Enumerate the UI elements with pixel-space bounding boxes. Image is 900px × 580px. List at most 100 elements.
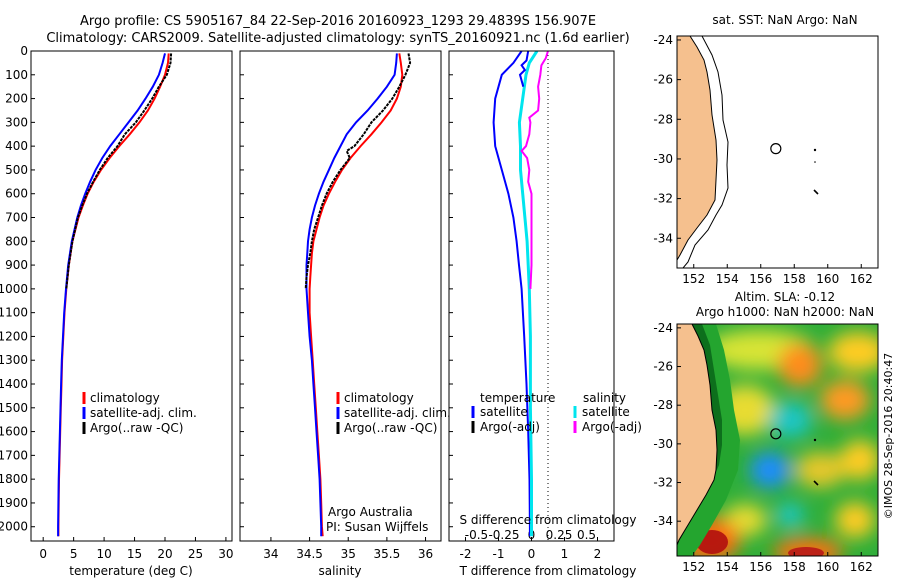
difference-panel: -2 -1 0 1 2 -0.5 -0.25 0 0.25 0.5 temperature sa…: [448, 50, 642, 578]
depth-contour: [682, 36, 729, 268]
sst-map-title: sat. SST: NaN Argo: NaN: [712, 13, 857, 27]
s-diff-satellite-line: [517, 51, 539, 537]
depth-tick-label: 1600: [0, 425, 28, 439]
salinity-x-label: salinity: [318, 564, 361, 578]
temperature-x-axis: 0 5 10 15 20 25 30: [39, 537, 234, 561]
sla-map-frame: [676, 323, 879, 557]
legend-label-satellite: satellite-adj. clim.: [344, 406, 451, 420]
lat-tick-label: -30: [653, 152, 673, 166]
lat-tick-label: -30: [653, 437, 673, 451]
s-difference-label: S difference from climatology: [460, 513, 637, 527]
island-mark: [813, 480, 819, 486]
salinity-x-axis: 34 34.5 35 35.5 36: [263, 537, 433, 561]
legend-label-argo: Argo(..raw -QC): [90, 421, 183, 435]
sla-map-subtitle: Argo h1000: NaN h2000: NaN: [696, 305, 874, 319]
lon-tick-label: 152: [682, 272, 705, 286]
credit-line-2: PI: Susan Wijffels: [326, 520, 428, 534]
lon-tick-label: 154: [716, 272, 739, 286]
sst-map-panel: sat. SST: NaN Argo: NaN 152 154 156 158 160 1…: [653, 13, 879, 286]
x-tick-label: 34.5: [296, 547, 323, 561]
legend-label-argo: Argo(..raw -QC): [344, 421, 437, 435]
x-tick-label: -2: [460, 547, 472, 561]
depth-tick-label: 0: [20, 44, 28, 58]
island-dot: [813, 438, 817, 442]
lat-tick-label: -34: [653, 231, 673, 245]
sla-map-lat-axis: -24 -26 -28 -30 -32 -34: [653, 321, 681, 528]
depth-tick-label: 500: [5, 163, 28, 177]
profile-location-marker: [770, 143, 782, 155]
lat-tick-label: -28: [653, 398, 673, 412]
legend-header-salinity: salinity: [583, 391, 626, 405]
profile-location-marker: [770, 428, 782, 440]
temperature-x-label: temperature (deg C): [69, 564, 192, 578]
lat-tick-label: -24: [653, 321, 673, 335]
sla-map-title: Altim. SLA: -0.12: [735, 290, 835, 304]
x-tick-label: 15: [127, 547, 142, 561]
legend-label-t-satellite: satellite: [480, 405, 528, 419]
x-tick-label: 2: [594, 547, 602, 561]
lat-tick-label: -32: [653, 192, 673, 206]
x-tick-label: 0: [528, 547, 536, 561]
lat-tick-label: -24: [653, 33, 673, 47]
header-line-1: Argo profile: CS 5905167_84 22-Sep-2016 …: [80, 14, 596, 29]
lat-tick-label: -34: [653, 514, 673, 528]
x-tick-label: 36: [418, 547, 433, 561]
depth-tick-label: 700: [5, 211, 28, 225]
salinity-y-ticks: [240, 50, 244, 528]
lon-tick-label: 158: [783, 272, 806, 286]
imos-timestamp: ©IMOS 28-Sep-2016 20:40:47: [882, 353, 895, 519]
sst-map-frame: [676, 35, 879, 269]
depth-tick-label: 300: [5, 115, 28, 129]
sst-map-lon-axis: 152 154 156 158 160 162: [682, 264, 873, 286]
sla-map-panel: Altim. SLA: -0.12 Argo h1000: NaN h2000:…: [653, 290, 895, 574]
depth-tick-label: 200: [5, 92, 28, 106]
lon-tick-label: 156: [749, 560, 772, 574]
temperature-frame: [30, 50, 233, 542]
credit-line-1: Argo Australia: [328, 505, 413, 519]
temperature-panel: 0100200300400500600700800900100011001200…: [0, 44, 234, 578]
legend-label-s-argo: Argo(-adj): [582, 420, 642, 434]
x-tick-label: 35: [341, 547, 356, 561]
lon-tick-label: 158: [783, 560, 806, 574]
depth-tick-label: 1000: [0, 282, 28, 296]
depth-tick-label: 900: [5, 258, 28, 272]
salinity-climatology-line: [308, 53, 404, 537]
x-tick-label: 0.25: [546, 528, 573, 542]
difference-y-ticks: [449, 50, 453, 528]
lat-tick-label: -32: [653, 476, 673, 490]
island-dot: [814, 161, 816, 163]
s-diff-argo-line: [520, 51, 549, 289]
x-tick-label: 34: [263, 547, 278, 561]
depth-axis: 0 100 200 300 400 500 600 700 800 900 1000 1100 1200…: [0, 44, 35, 534]
temperature-climatology-line: [57, 53, 170, 537]
salinity-frame: [239, 50, 442, 542]
salinity-legend: climatology satellite-adj. clim. Argo(..…: [336, 391, 451, 435]
depth-tick-label: 1400: [0, 377, 28, 391]
depth-tick-label: 1300: [0, 353, 28, 367]
depth-tick-label: 1100: [0, 306, 28, 320]
salinity-argo-line: [304, 53, 412, 289]
lon-tick-label: 160: [816, 272, 839, 286]
legend-label-t-argo: Argo(-adj): [480, 420, 540, 434]
legend-label-satellite: satellite-adj. clim.: [90, 406, 197, 420]
x-tick-label: 0.5: [577, 528, 596, 542]
t-diff-satellite-line: [492, 51, 531, 537]
sla-high-core: [788, 547, 824, 556]
depth-tick-label: 1900: [0, 496, 28, 510]
lon-tick-label: 154: [716, 560, 739, 574]
depth-tick-label: 100: [5, 68, 28, 82]
x-tick-label: -1: [493, 547, 505, 561]
salinity-satellite-line: [305, 53, 398, 537]
lon-tick-label: 156: [749, 272, 772, 286]
x-tick-label: 10: [96, 547, 111, 561]
x-tick-label: -0.5: [465, 528, 488, 542]
depth-tick-label: 800: [5, 234, 28, 248]
temperature-legend: climatology satellite-adj. clim. Argo(..…: [82, 391, 197, 435]
x-tick-label: 0: [39, 547, 47, 561]
legend-label-s-satellite: satellite: [582, 405, 630, 419]
s-difference-x-axis: -0.5 -0.25 0 0.25 0.5: [465, 528, 596, 542]
depth-tick-label: 1700: [0, 448, 28, 462]
lat-tick-label: -26: [653, 360, 673, 374]
depth-tick-label: 600: [5, 187, 28, 201]
